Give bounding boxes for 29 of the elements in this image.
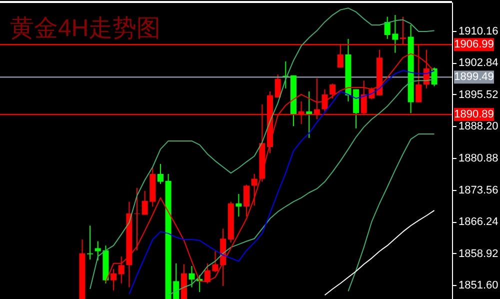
candlestick	[306, 90, 312, 138]
candlestick	[236, 193, 242, 217]
candlestick	[157, 163, 164, 184]
line-series	[324, 210, 435, 296]
text: 黄金4H走势图	[10, 15, 161, 42]
candlestick	[353, 88, 360, 129]
y-tick-label: 1880.88	[458, 152, 498, 164]
y-tick-label: 1858.92	[458, 248, 498, 260]
y-tick-label: 1873.56	[458, 184, 498, 196]
y-tick-label: 1888.20	[458, 120, 498, 133]
candlestick	[188, 266, 195, 288]
y-tick-label: 1851.60	[458, 280, 498, 292]
y-tick-label: 1902.84	[458, 57, 498, 70]
candlestick	[322, 88, 328, 112]
line-series	[348, 134, 435, 292]
candlestick	[251, 173, 258, 206]
y-tick-label: 1910.16	[458, 25, 498, 38]
candlestick	[134, 187, 140, 251]
candlestick	[87, 225, 94, 260]
candlestick	[431, 67, 438, 87]
candlestick	[330, 83, 336, 99]
y-tick-label: 1895.52	[458, 88, 498, 101]
ref-line-label: 1899.49	[454, 71, 494, 84]
ref-line-label: 1906.99	[454, 38, 494, 51]
y-tick-label: 1866.24	[458, 216, 498, 228]
candlestick	[244, 184, 250, 217]
candlestick	[274, 74, 281, 98]
line-series	[90, 8, 435, 290]
ref-line-label: 1890.89	[454, 108, 494, 121]
